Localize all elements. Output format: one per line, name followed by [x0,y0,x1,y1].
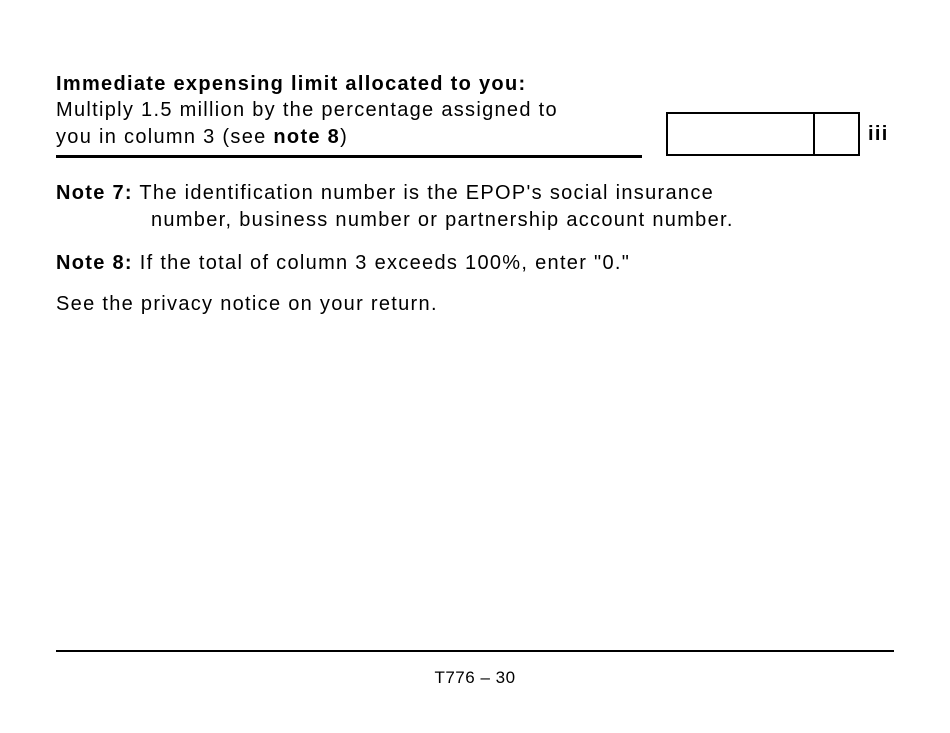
note-7-cont: number, business number or partnership a… [151,209,734,231]
amount-field[interactable] [666,112,860,156]
line-code: iii [868,123,889,145]
cents-divider [813,114,815,154]
note-7: Note 7: The identification number is the… [56,182,715,204]
footer-divider [56,650,894,652]
section-title: Immediate expensing limit allocated to y… [56,73,527,95]
instruction-line-1: Multiply 1.5 million by the percentage a… [56,99,558,121]
instruction-line-2: you in column 3 (see note 8) [56,126,349,148]
privacy-notice: See the privacy notice on your return. [56,293,438,315]
page-number: T776 – 30 [434,668,516,687]
divider [56,155,642,158]
note-8: Note 8: If the total of column 3 exceeds… [56,252,631,274]
note-8-ref: note 8 [273,126,341,148]
